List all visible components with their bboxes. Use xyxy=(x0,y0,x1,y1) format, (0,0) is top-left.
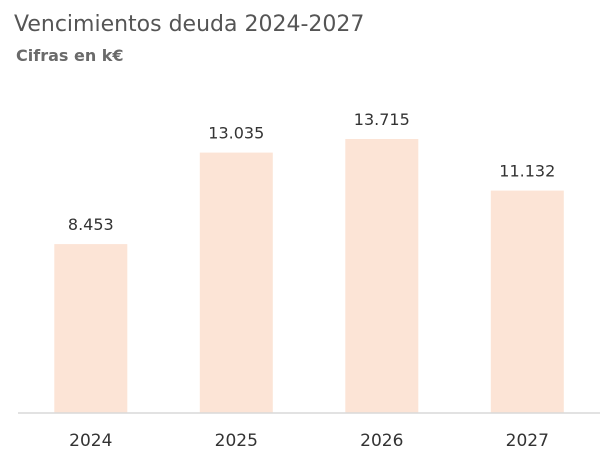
category-labels-group: 2024 2025 2026 2027 xyxy=(69,431,549,451)
bar-2025 xyxy=(199,152,273,413)
chart-subtitle: Cifras en k€ xyxy=(16,46,124,65)
bars-group xyxy=(54,139,564,413)
bar-2026 xyxy=(345,139,419,413)
bar-2024 xyxy=(54,244,128,413)
value-label-2026: 13.715 xyxy=(354,110,410,129)
category-label-2026: 2026 xyxy=(360,431,403,451)
value-label-2024: 8.453 xyxy=(68,215,114,234)
value-labels-group: 8.453 13.035 13.715 11.132 xyxy=(68,110,555,234)
category-label-2027: 2027 xyxy=(506,431,549,451)
value-label-2025: 13.035 xyxy=(208,124,264,143)
chart-title: Vencimientos deuda 2024-2027 xyxy=(14,12,365,37)
value-label-2027: 11.132 xyxy=(499,162,555,181)
category-label-2024: 2024 xyxy=(69,431,112,451)
bar-2027 xyxy=(490,190,564,413)
category-label-2025: 2025 xyxy=(215,431,258,451)
